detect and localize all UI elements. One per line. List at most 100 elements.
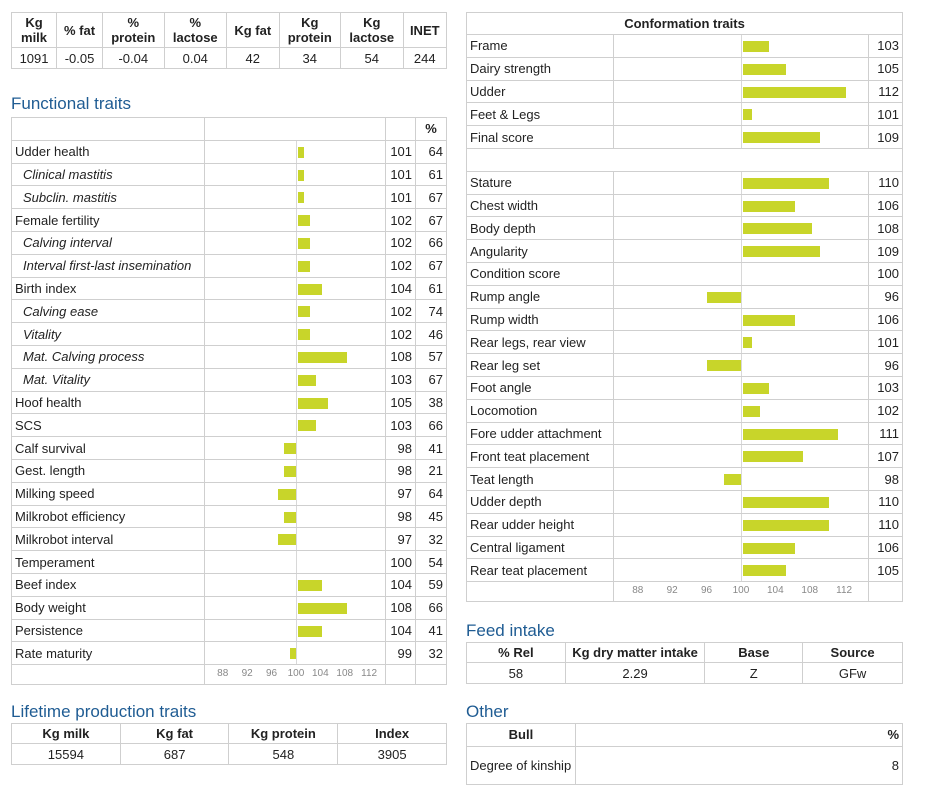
- conformation-row: Foot angle 103: [466, 375, 903, 400]
- conformation-bar: [742, 223, 812, 235]
- conformation-value: 108: [868, 216, 903, 241]
- trait-row: Subclin. mastitis 101 67: [11, 185, 447, 210]
- functional-tick-label: 100: [287, 668, 305, 680]
- conformation-value: 101: [868, 330, 903, 355]
- baseline-100: [295, 277, 297, 300]
- conformation-tick-label: 108: [801, 585, 819, 597]
- conformation-bar-cell: [612, 34, 870, 58]
- functional-bar-cell: [203, 436, 387, 460]
- conformation-bar: [742, 246, 821, 258]
- conformation-label: Rump angle: [466, 284, 614, 309]
- baseline-100: [295, 619, 297, 642]
- conformation-bar-cell: [612, 558, 870, 583]
- summary-value-6: 54: [340, 47, 404, 69]
- conformation-bar: [742, 519, 829, 531]
- summary-header-line2: lactose: [172, 30, 218, 45]
- conformation-row: Teat length 98: [466, 467, 903, 491]
- conformation-row: Fore udder attachment 111: [466, 421, 903, 446]
- conformation-bar-cell: [612, 102, 870, 127]
- baseline-100: [295, 505, 297, 528]
- functional-bar: [297, 306, 311, 318]
- trait-value: 100: [385, 550, 417, 574]
- trait-value: 97: [385, 527, 417, 552]
- functional-header-row: %: [11, 117, 447, 141]
- trait-label: Body weight: [11, 595, 205, 620]
- functional-bar: [297, 351, 347, 363]
- functional-bar-cell: [203, 550, 387, 574]
- conformation-value: 100: [868, 261, 903, 286]
- conformation-bar-cell: [612, 193, 870, 218]
- summary-header-line1: Kg fat: [234, 22, 272, 38]
- trait-value: 102: [385, 299, 417, 324]
- conformation-bar-cell: [612, 535, 870, 560]
- functional-bar: [289, 648, 296, 660]
- conformation-tick-label: 96: [700, 585, 713, 597]
- conformation-value: 110: [868, 170, 903, 195]
- trait-row: Milking speed 97 64: [11, 481, 447, 506]
- trait-row: Temperament 100 54: [11, 550, 447, 574]
- trait-value: 101: [385, 185, 417, 210]
- bull-header: Bull: [466, 723, 576, 747]
- summary-table: Kg milk% fat% protein% lactose Kg fat Kg prote…: [10, 12, 448, 69]
- conformation-label: Condition score: [466, 261, 614, 286]
- conformation-row: Rear legs, rear view 101: [466, 330, 903, 355]
- conformation-axis-row: 88 92 96 100 104 108 112: [466, 581, 903, 603]
- functional-bar-cell: [203, 253, 387, 278]
- feed-header-3: Source: [802, 642, 903, 663]
- conformation-bar: [742, 86, 847, 98]
- baseline-100: [295, 186, 297, 209]
- conformation-bar: [742, 314, 795, 326]
- trait-label: SCS: [11, 413, 205, 438]
- summary-header-line2: lactose: [349, 30, 395, 45]
- baseline-100: [295, 459, 297, 482]
- conformation-bar: [742, 200, 795, 212]
- trait-pct: 67: [415, 253, 447, 278]
- summary-header-line1: %: [189, 15, 202, 30]
- functional-bar: [283, 443, 296, 455]
- conformation-row: Stature 110: [466, 170, 903, 195]
- summary-header-3: % lactose: [163, 12, 228, 48]
- summary-header-7: INET: [402, 12, 448, 48]
- conformation-label: Foot angle: [466, 375, 614, 400]
- trait-label: Udder health: [11, 139, 205, 164]
- trait-pct: 67: [415, 367, 447, 392]
- trait-pct: 41: [415, 618, 447, 643]
- functional-bar: [297, 169, 305, 181]
- summary-header-1: % fat: [56, 12, 103, 48]
- conformation-label: Rear leg set: [466, 353, 614, 377]
- other-pct-header: %: [574, 723, 904, 747]
- baseline-100: [295, 209, 297, 231]
- feed-header-row: % Rel Kg dry matter intake Base Source: [466, 642, 903, 663]
- feed-value-0: 58: [466, 662, 566, 684]
- functional-traits-table: % Udder health 101 64 Clinical mastitis 101 6…: [11, 117, 447, 686]
- baseline-100: [740, 354, 742, 376]
- trait-pct: 41: [415, 436, 447, 460]
- conformation-bar-cell: [612, 79, 870, 104]
- trait-value: 103: [385, 413, 417, 438]
- conformation-label: Body depth: [466, 216, 614, 241]
- summary-value-1: -0.05: [56, 47, 103, 69]
- trait-row: Mat. Vitality 103 67: [11, 367, 447, 392]
- trait-value: 98: [385, 458, 417, 483]
- trait-pct: 67: [415, 208, 447, 232]
- functional-bar-cell: [203, 230, 387, 255]
- conformation-bar: [723, 474, 741, 486]
- conformation-bar-cell: [612, 170, 870, 195]
- functional-bar: [297, 625, 323, 637]
- conformation-bar: [742, 337, 752, 349]
- feed-value-3: GFw: [802, 662, 903, 684]
- trait-row: Udder health 101 64: [11, 139, 447, 164]
- conformation-bar: [706, 360, 741, 372]
- trait-label: Interval first-last insemination: [11, 253, 205, 278]
- functional-traits-heading: Functional traits: [11, 94, 131, 113]
- functional-bar-cell: [203, 139, 387, 164]
- trait-pct: 66: [415, 595, 447, 620]
- trait-label: Rate maturity: [11, 641, 205, 666]
- conformation-value: 109: [868, 125, 903, 149]
- conformation-bar-cell: [612, 398, 870, 423]
- trait-pct: 61: [415, 276, 447, 301]
- baseline-100: [740, 376, 742, 399]
- trait-label: Milkrobot interval: [11, 527, 205, 552]
- trait-label: Beef index: [11, 572, 205, 597]
- trait-row: Calving interval 102 66: [11, 230, 447, 255]
